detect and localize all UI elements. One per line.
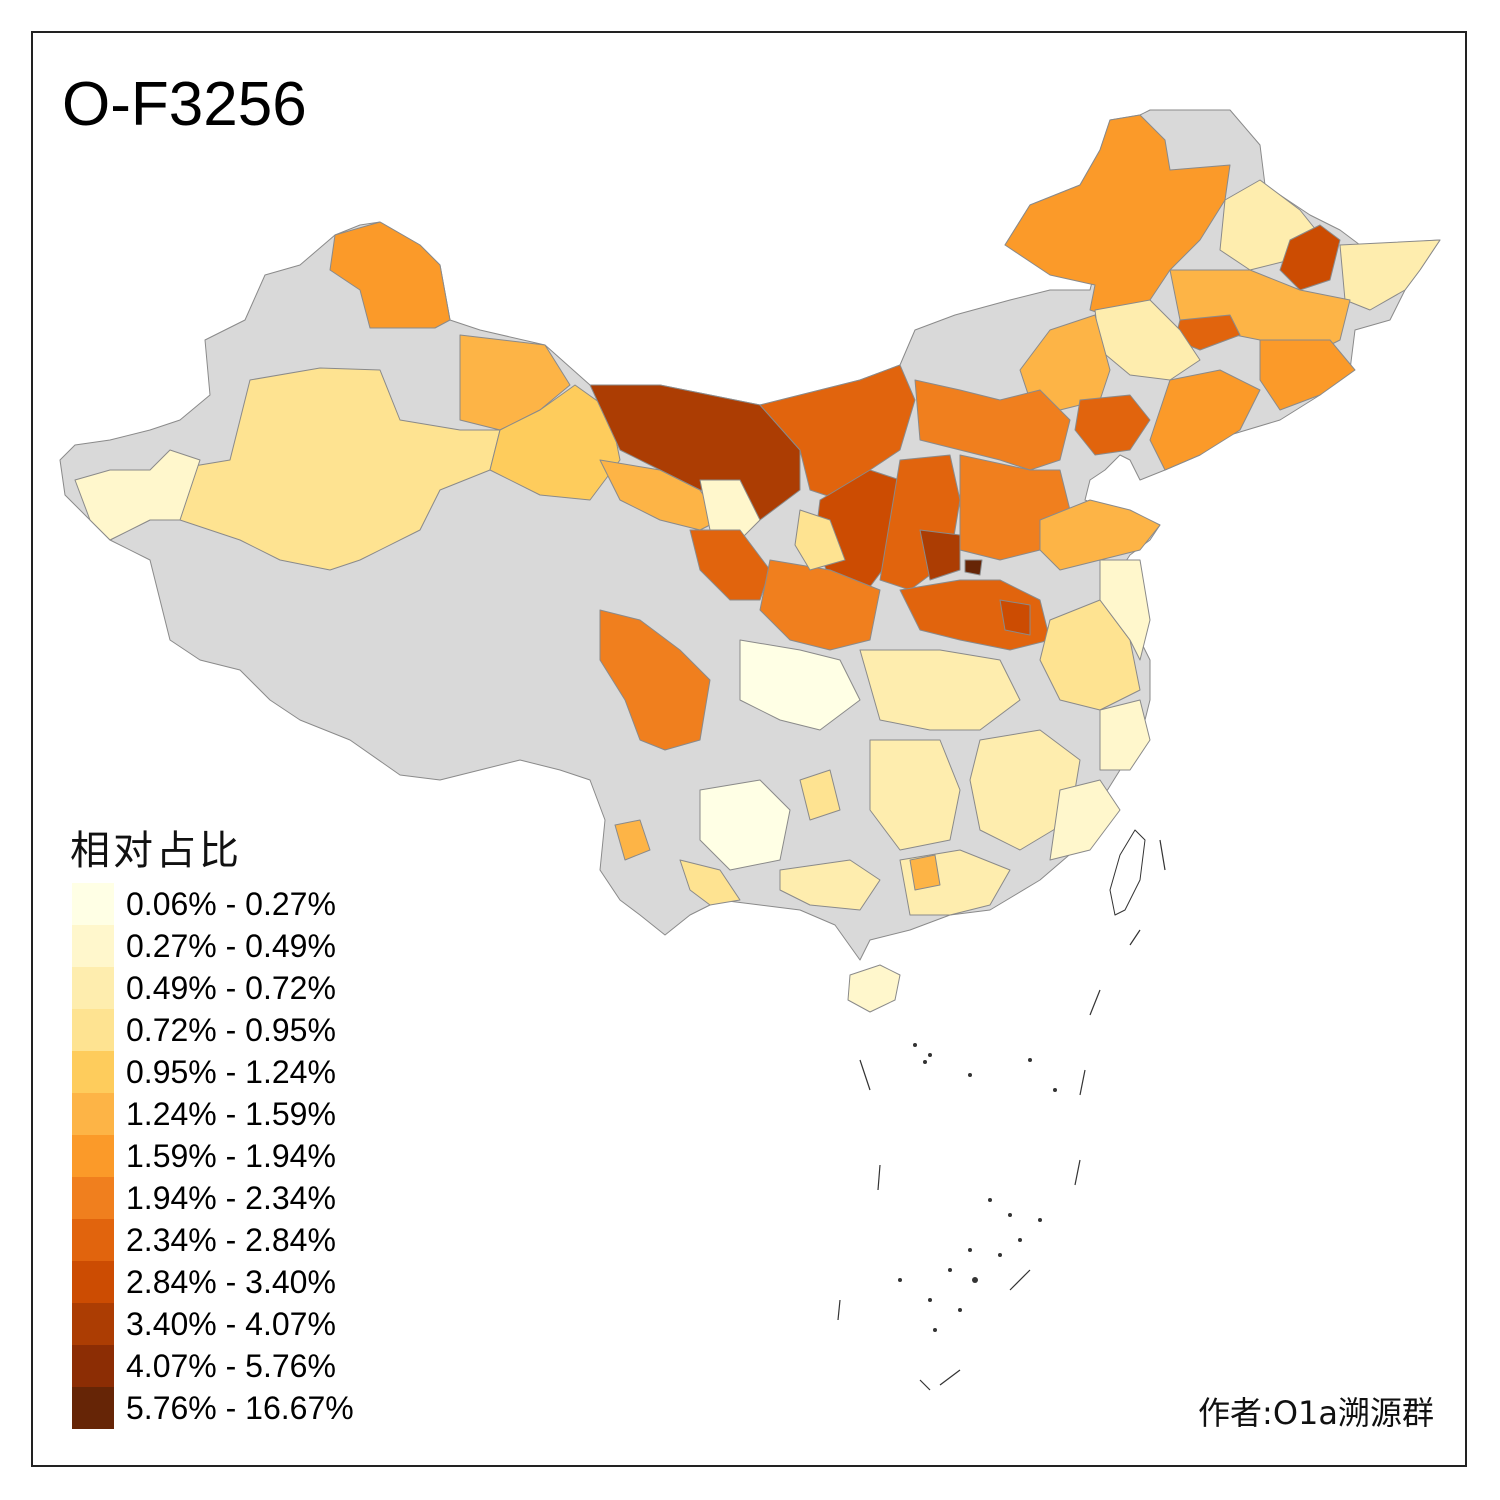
region-sichuan-east bbox=[739, 639, 861, 731]
region-liaoning bbox=[1149, 369, 1261, 471]
region-kashgar bbox=[74, 449, 201, 541]
legend-label: 3.40% - 4.07% bbox=[126, 1306, 336, 1342]
region-hulunbuir bbox=[1004, 114, 1231, 321]
legend-swatch bbox=[72, 967, 114, 1009]
region-hainan bbox=[847, 964, 901, 1013]
region-ningxia-area bbox=[699, 479, 761, 541]
legend-label: 0.27% - 0.49% bbox=[126, 928, 336, 964]
island-dots bbox=[898, 1043, 1057, 1332]
author-credit: 作者:O1a溯源群 bbox=[1198, 1394, 1434, 1432]
map-frame bbox=[31, 31, 1467, 1467]
legend-swatch bbox=[72, 1009, 114, 1051]
region-hunan bbox=[869, 739, 961, 851]
region-guangdong-spot bbox=[909, 854, 941, 891]
map-title: O-F3256 bbox=[62, 70, 307, 139]
legend-title: 相对占比 bbox=[70, 828, 242, 874]
region-chifeng bbox=[1074, 394, 1151, 456]
legend-label: 1.94% - 2.34% bbox=[126, 1180, 336, 1216]
region-jiangxi bbox=[969, 729, 1081, 851]
legend-swatch bbox=[72, 925, 114, 967]
region-chongqing bbox=[799, 769, 841, 821]
legend-swatch bbox=[72, 1303, 114, 1345]
legend-label: 2.34% - 2.84% bbox=[126, 1222, 336, 1258]
region-harbin bbox=[1279, 224, 1341, 291]
region-jiangsu bbox=[1099, 559, 1151, 661]
legend-swatch bbox=[72, 1051, 114, 1093]
legend-label: 0.49% - 0.72% bbox=[126, 970, 336, 1006]
legend-label: 1.59% - 1.94% bbox=[126, 1138, 336, 1174]
legend-label: 4.07% - 5.76% bbox=[126, 1348, 336, 1384]
legend-label: 0.72% - 0.95% bbox=[126, 1012, 336, 1048]
region-hebei-north bbox=[914, 379, 1071, 471]
legend-swatch bbox=[72, 1135, 114, 1177]
legend-swatch bbox=[72, 1093, 114, 1135]
region-hubei bbox=[859, 649, 1021, 731]
region-hot-spot bbox=[964, 559, 983, 576]
south-china-sea-marks bbox=[837, 839, 1166, 1391]
region-gansu-west bbox=[489, 384, 621, 501]
legend-label: 0.95% - 1.24% bbox=[126, 1054, 336, 1090]
legend-swatch bbox=[72, 883, 114, 925]
legend-swatch bbox=[72, 1387, 114, 1429]
region-guangxi bbox=[779, 859, 881, 911]
region-shandong-west bbox=[1039, 499, 1161, 571]
region-inner-mongolia-central bbox=[759, 364, 916, 501]
region-altay bbox=[329, 221, 451, 329]
region-taiyuan bbox=[919, 529, 961, 581]
region-gansu-east bbox=[689, 529, 771, 601]
region-yunnan-west bbox=[614, 819, 651, 861]
region-shaanxi bbox=[759, 559, 881, 651]
region-shaanxi-central bbox=[794, 509, 846, 571]
legend-label: 5.76% - 16.67% bbox=[126, 1390, 354, 1426]
region-sichuan-west bbox=[599, 609, 711, 751]
legend-label: 1.24% - 1.59% bbox=[126, 1096, 336, 1132]
region-guizhou bbox=[699, 779, 791, 871]
region-zhejiang bbox=[1099, 699, 1151, 771]
legend-label: 0.06% - 0.27% bbox=[126, 886, 336, 922]
region-taiwan bbox=[1109, 829, 1146, 916]
region-zhengzhou bbox=[999, 599, 1031, 636]
legend-swatch bbox=[72, 1345, 114, 1387]
legend-label: 2.84% - 3.40% bbox=[126, 1264, 336, 1300]
region-yunnan bbox=[679, 859, 741, 906]
region-jilin-east bbox=[1259, 339, 1356, 411]
legend-swatch bbox=[72, 1219, 114, 1261]
legend-swatch bbox=[72, 1177, 114, 1219]
region-fujian bbox=[1049, 779, 1121, 861]
legend-swatch bbox=[72, 1261, 114, 1303]
